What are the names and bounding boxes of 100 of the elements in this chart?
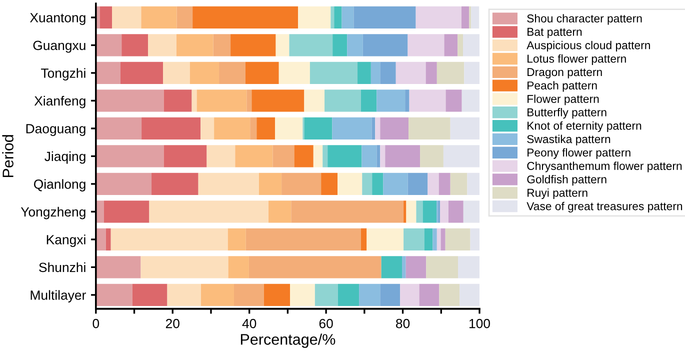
- bar: [444, 34, 458, 56]
- bar: [332, 117, 372, 140]
- bar: [380, 284, 400, 306]
- bar: [419, 284, 440, 306]
- legend-label: Shou character pattern: [527, 14, 642, 25]
- bar: [258, 172, 282, 196]
- bar: [446, 90, 462, 112]
- bar: [122, 34, 148, 56]
- bar: [380, 62, 396, 84]
- bar: [192, 90, 197, 112]
- bar: [310, 62, 358, 84]
- y-tick-label: Jiaqing: [44, 151, 86, 164]
- y-tick-label: Kangxi: [46, 234, 86, 247]
- bar: [372, 172, 384, 196]
- bar: [246, 228, 361, 251]
- bar: [272, 145, 294, 168]
- bar: [96, 117, 142, 140]
- bar: [206, 145, 236, 168]
- bar: [110, 228, 228, 251]
- bar: [463, 34, 480, 56]
- bar: [370, 62, 380, 84]
- legend-label: Vase of great treasures pattern: [526, 202, 682, 212]
- bar: [314, 284, 338, 306]
- bar: [250, 117, 257, 140]
- bar: [313, 145, 323, 168]
- bar: [416, 200, 423, 223]
- bar: [440, 200, 448, 223]
- bar: [275, 117, 303, 140]
- bar: [458, 256, 480, 278]
- bar: [381, 256, 402, 278]
- bar: [380, 117, 409, 140]
- bar: [424, 228, 433, 251]
- x-axis-title: Percentage/%: [240, 334, 336, 348]
- bar: [120, 62, 164, 84]
- bar: [450, 117, 480, 140]
- y-tick-label: Daoguang: [26, 124, 86, 136]
- bar: [400, 284, 420, 306]
- bar: [234, 284, 264, 306]
- legend-label: Lotus flower pattern: [528, 54, 626, 65]
- bar: [464, 62, 480, 84]
- bar: [141, 6, 177, 29]
- bar: [304, 90, 325, 112]
- bar: [201, 284, 234, 306]
- bar: [268, 200, 292, 223]
- bar: [163, 62, 190, 84]
- bar: [256, 117, 276, 140]
- bar: [338, 172, 362, 196]
- bar: [334, 6, 342, 29]
- legend-label: Flower pattern: [528, 94, 599, 106]
- bar: [405, 90, 410, 112]
- legend-label: Swastika pattern: [527, 134, 610, 146]
- bar: [228, 256, 249, 278]
- bar: [140, 256, 228, 278]
- bar: [106, 228, 111, 251]
- bar: [432, 228, 437, 251]
- bar: [396, 62, 426, 84]
- bar: [291, 200, 404, 223]
- bar: [426, 256, 458, 278]
- bar: [294, 145, 314, 168]
- bar: [443, 145, 480, 168]
- legend-label: Butterfly pattern: [528, 108, 606, 119]
- bar: [96, 256, 141, 278]
- y-axis-title: Period: [2, 135, 14, 178]
- bar: [439, 284, 460, 306]
- y-tick-label: Multilayer: [30, 290, 86, 302]
- bar: [235, 145, 273, 168]
- x-tick-label: 40: [242, 318, 256, 328]
- y-tick-label: Xianfeng: [34, 96, 86, 108]
- bar: [404, 200, 406, 223]
- bar: [148, 34, 176, 56]
- bar: [376, 90, 406, 112]
- legend-label: Knot of eternity pattern: [528, 121, 642, 132]
- bar: [460, 284, 480, 306]
- bar: [436, 62, 464, 84]
- bar: [230, 34, 276, 56]
- legend-label: Chrysanthemum flower pattern: [527, 162, 682, 172]
- bar: [332, 34, 348, 56]
- bar: [409, 90, 446, 112]
- bar: [380, 145, 386, 168]
- bar: [96, 172, 152, 196]
- legend-label: Auspicious cloud pattern: [526, 40, 650, 52]
- bar: [408, 172, 428, 196]
- bar: [330, 6, 334, 29]
- bar: [404, 228, 424, 251]
- bar: [176, 34, 214, 56]
- legend-label: Goldfish pattern: [527, 175, 606, 186]
- bar: [112, 6, 142, 29]
- bar: [96, 90, 164, 112]
- bar: [142, 117, 201, 140]
- bar: [198, 172, 259, 196]
- bar: [440, 228, 446, 251]
- x-tick-label: 100: [470, 318, 490, 328]
- bar: [96, 34, 122, 56]
- x-tick-label: 60: [319, 318, 333, 328]
- bar: [408, 117, 450, 140]
- bar: [406, 256, 426, 278]
- bar: [264, 284, 290, 306]
- bar: [176, 6, 193, 29]
- bar: [214, 117, 250, 140]
- bar: [385, 145, 420, 168]
